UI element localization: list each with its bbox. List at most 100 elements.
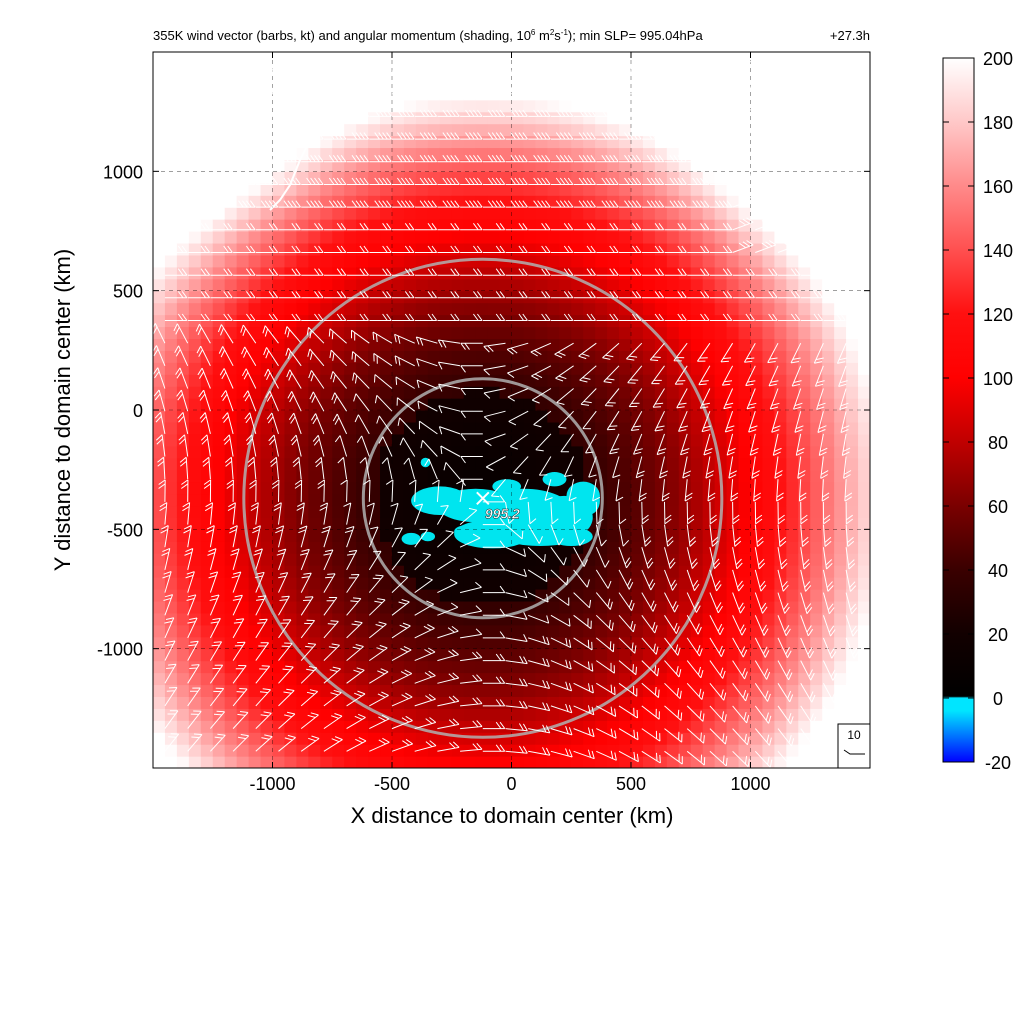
wind-barb: [528, 132, 551, 140]
heat-cell: [380, 254, 393, 268]
heat-cell: [642, 624, 656, 638]
heat-cell: [487, 672, 501, 686]
heat-cell: [248, 52, 262, 65]
wind-barb: [687, 268, 710, 276]
heat-cell: [822, 63, 835, 77]
heat-cell: [702, 684, 716, 697]
wind-barb: [233, 245, 256, 253]
heat-cell: [631, 123, 644, 137]
wind-barb: [777, 149, 799, 163]
heat-cell: [559, 254, 572, 268]
heat-cell: [260, 219, 274, 232]
heat-cell: [714, 708, 728, 721]
heat-cell: [296, 231, 309, 244]
heat-cell: [642, 744, 656, 757]
heat-cell: [834, 660, 847, 674]
wind-barb: [506, 342, 529, 355]
heat-cell: [714, 589, 728, 602]
heat-cell: [511, 612, 525, 626]
y-tick-label: -500: [107, 520, 143, 540]
heat-cell: [714, 350, 728, 363]
heat-cell: [750, 350, 764, 363]
heat-cell: [487, 290, 501, 304]
heat-cell: [439, 362, 453, 375]
wind-barb: [414, 740, 437, 752]
heat-cell: [451, 171, 465, 184]
heat-cell: [631, 529, 644, 542]
wind-barb: [528, 200, 551, 208]
wind-barb: [460, 268, 483, 276]
wind-barb: [755, 217, 777, 231]
heat-cell: [344, 374, 357, 387]
heat-cell: [559, 648, 572, 662]
heat-cell: [834, 111, 847, 125]
wind-barb: [609, 433, 620, 455]
heat-cell: [738, 493, 752, 507]
wind-barb: [573, 155, 597, 163]
heat-cell: [356, 410, 369, 423]
wind-barb: [323, 689, 342, 707]
heat-cell: [320, 386, 333, 399]
heat-cell: [439, 410, 453, 423]
heat-cell: [224, 63, 238, 77]
heat-cell: [188, 374, 202, 387]
wind-barb: [573, 132, 597, 140]
heat-cell: [858, 577, 870, 590]
heat-cell: [427, 135, 441, 149]
wind-barb: [777, 660, 793, 681]
wind-barb: [368, 598, 386, 616]
heat-cell: [583, 624, 596, 638]
wind-barb: [673, 342, 688, 362]
heat-cell: [332, 648, 345, 662]
heat-cell: [654, 684, 668, 697]
heat-cell: [583, 565, 596, 578]
wind-barb: [391, 527, 403, 548]
heat-cell: [236, 278, 250, 292]
heat-cell: [631, 99, 644, 113]
wind-barb: [414, 503, 424, 525]
wind-barb: [654, 410, 665, 432]
wind-barb: [618, 547, 632, 569]
heat-cell: [858, 147, 870, 160]
heat-cell: [451, 231, 465, 244]
wind-barb: [732, 291, 756, 299]
heat-cell: [642, 696, 656, 709]
heat-cell: [822, 457, 835, 471]
heat-cell: [714, 266, 728, 280]
heat-cell: [535, 278, 548, 292]
heat-cell: [212, 219, 226, 232]
heat-cell: [188, 266, 202, 280]
heat-cell: [642, 493, 656, 507]
wind-barb: [582, 410, 597, 430]
heat-cell: [284, 600, 297, 614]
heat-cell: [308, 636, 321, 650]
wind-barb: [278, 155, 301, 163]
heat-cell: [846, 696, 859, 709]
heat-cell: [308, 123, 321, 137]
heat-cell: [810, 469, 823, 483]
heat-cell: [368, 63, 381, 77]
heat-cell: [786, 696, 799, 709]
heat-cell: [368, 600, 381, 614]
heat-cell: [654, 207, 668, 220]
heat-cell: [571, 756, 584, 768]
heat-cell: [774, 254, 787, 268]
heat-cell: [236, 326, 250, 339]
heat-cell: [642, 254, 656, 268]
heat-cell: [296, 278, 309, 292]
heat-cell: [153, 135, 166, 149]
heat-cell: [822, 684, 835, 697]
heat-cell: [176, 589, 190, 602]
heat-cell: [571, 600, 584, 614]
heat-cell: [822, 242, 835, 256]
heat-cell: [690, 445, 704, 459]
heat-cell: [726, 171, 740, 184]
heat-cell: [547, 195, 560, 208]
wind-barb: [187, 87, 211, 95]
heat-cell: [822, 159, 835, 172]
heat-cell: [344, 612, 357, 626]
heat-cell: [786, 481, 799, 495]
wind-barb: [187, 64, 211, 72]
heat-cell: [607, 254, 620, 268]
